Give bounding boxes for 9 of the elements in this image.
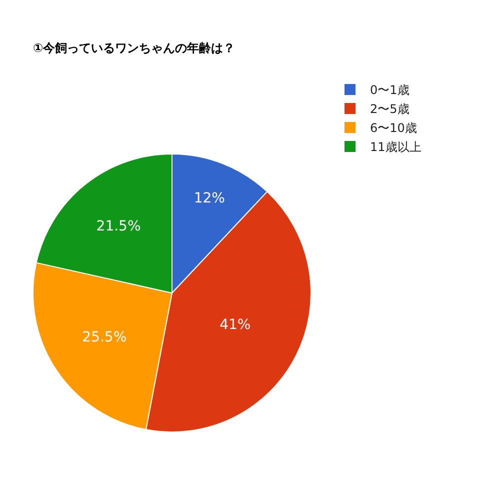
data-label: 25.5% bbox=[82, 329, 127, 346]
data-label: 21.5% bbox=[96, 218, 141, 234]
chart-title: ①今飼っているワンちゃんの年齢は？ bbox=[33, 41, 236, 56]
legend-label: 11歳以上 bbox=[370, 140, 422, 154]
data-label: 12% bbox=[194, 190, 225, 207]
legend-label: 0〜1歳 bbox=[370, 83, 410, 98]
data-label: 41% bbox=[220, 317, 251, 334]
legend-label: 6〜10歳 bbox=[370, 121, 417, 136]
legend-label: 2〜5歳 bbox=[370, 102, 410, 116]
